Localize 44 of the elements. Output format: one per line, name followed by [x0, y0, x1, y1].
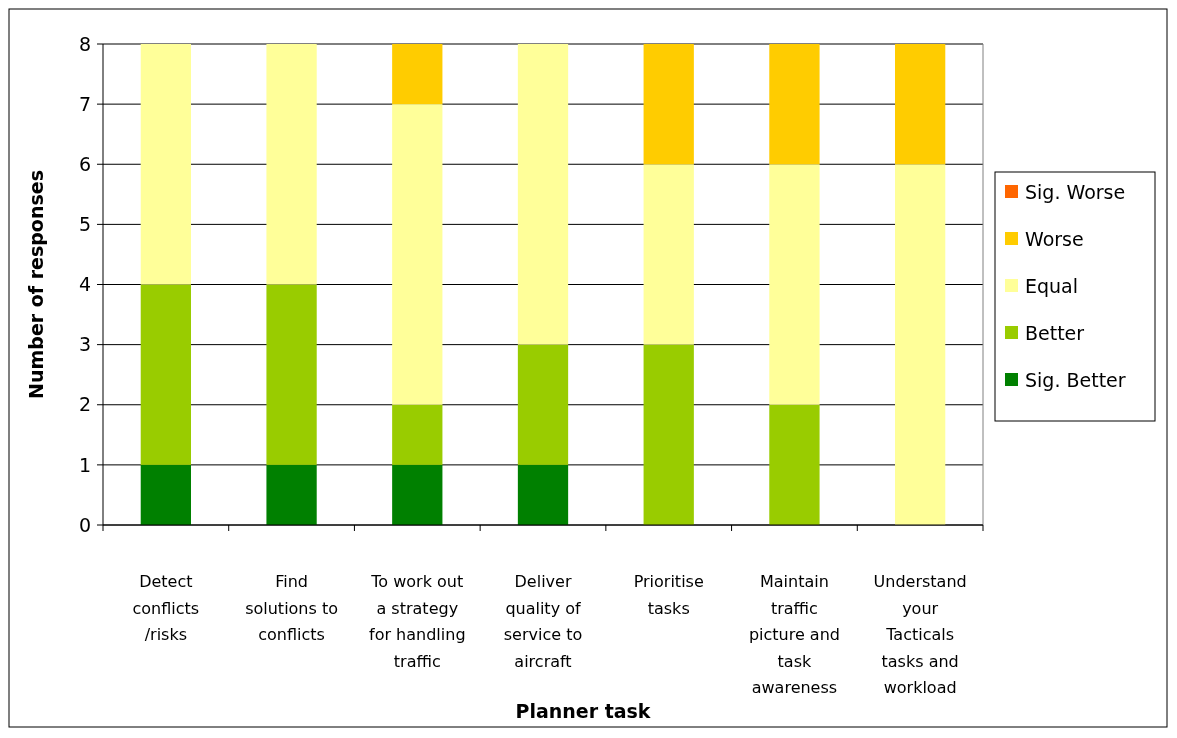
y-tick-label: 4 — [78, 273, 91, 296]
bar — [517, 44, 569, 345]
legend-label: Sig. Better — [1025, 368, 1126, 391]
x-tick-label: Prioritise tasks — [633, 572, 704, 618]
bar — [392, 104, 443, 405]
bar — [895, 164, 946, 525]
bar — [895, 44, 946, 165]
x-tick-label: Maintain traffic picture and task awareness — [748, 572, 840, 697]
x-axis-title: Planner task — [515, 700, 651, 722]
bar — [140, 464, 191, 525]
x-tick-label: Understand your Tacticals tasks and workload — [873, 572, 967, 697]
bar — [266, 464, 317, 525]
x-tick-label: To work out a strategy for handling traffic — [369, 572, 466, 671]
bar — [643, 344, 694, 525]
bar — [392, 464, 443, 525]
bar — [266, 284, 317, 465]
y-tick-label: 3 — [78, 333, 91, 356]
legend-label: Equal — [1025, 274, 1079, 297]
legend-label: Worse — [1025, 227, 1084, 250]
y-tick-label: 2 — [78, 393, 91, 416]
y-tick-label: 6 — [78, 152, 91, 175]
bar — [769, 164, 820, 405]
bar — [140, 284, 191, 465]
bar — [266, 44, 317, 285]
bar — [392, 404, 443, 465]
bar — [769, 404, 820, 525]
y-axis-title: Number of responses — [25, 170, 47, 399]
bar — [517, 464, 569, 525]
bar — [392, 44, 443, 105]
y-tick-label: 0 — [78, 513, 91, 536]
bar — [643, 44, 694, 165]
y-tick-label: 5 — [78, 213, 91, 236]
x-tick-label: Find solutions to conflicts — [245, 572, 338, 644]
bar — [140, 44, 191, 285]
bar — [517, 344, 569, 465]
x-tick-label: Deliver quality of service to aircraft — [503, 572, 583, 671]
y-tick-label: 8 — [78, 32, 91, 55]
y-tick-label: 1 — [78, 453, 91, 476]
bar — [643, 164, 694, 345]
y-tick-label: 7 — [78, 92, 91, 115]
legend-label: Better — [1025, 321, 1085, 344]
x-tick-label: Detect conflicts /risks — [132, 572, 200, 644]
legend-label: Sig. Worse — [1025, 180, 1126, 203]
bar — [769, 44, 820, 165]
